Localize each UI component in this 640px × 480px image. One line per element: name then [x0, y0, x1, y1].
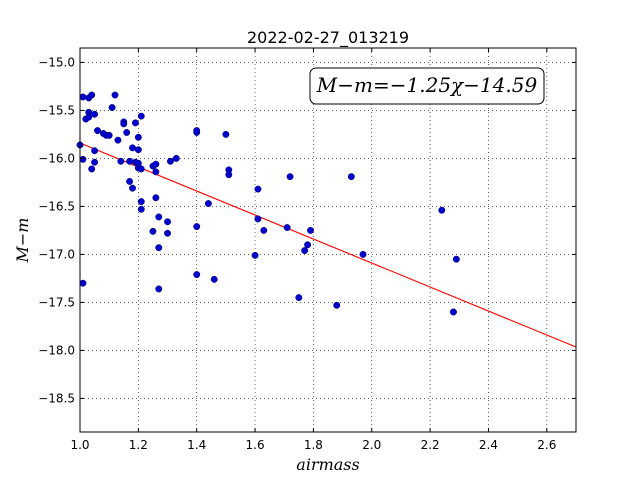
x-tick-label: 1.6 [246, 438, 265, 452]
fit-line [79, 142, 577, 348]
x-tick-label: 1.0 [70, 438, 89, 452]
data-point [129, 144, 136, 152]
data-point [193, 127, 201, 135]
data-point [123, 129, 131, 136]
data-point [137, 165, 145, 173]
data-point [164, 218, 171, 226]
data-point [137, 112, 145, 120]
data-points [76, 91, 460, 316]
data-point [286, 173, 294, 181]
y-tick-label: −16.5 [38, 199, 75, 213]
fit-line-group [79, 142, 577, 348]
data-point [152, 160, 160, 168]
data-point [172, 154, 180, 162]
y-tick-label: −17.5 [38, 295, 75, 309]
data-point [79, 93, 87, 101]
data-point [79, 279, 87, 287]
x-tick-label: 1.4 [187, 438, 206, 452]
data-point [111, 91, 119, 99]
data-point [88, 165, 96, 173]
data-point [137, 205, 145, 213]
data-point [251, 251, 259, 259]
data-point [155, 244, 163, 252]
data-point [94, 127, 101, 135]
data-point [91, 147, 99, 155]
x-tick-label: 2.6 [537, 438, 556, 452]
y-tick-label: −18.5 [38, 391, 75, 405]
data-point [134, 133, 142, 141]
data-point [301, 247, 309, 255]
data-point [131, 119, 139, 127]
x-tick-label: 1.2 [129, 438, 148, 452]
data-point [222, 130, 230, 138]
y-tick-label: −15.5 [38, 103, 75, 117]
data-point [152, 168, 160, 176]
data-point [295, 294, 303, 302]
data-point [254, 185, 262, 193]
data-point [134, 159, 142, 167]
y-axis-label: M−m [13, 218, 32, 264]
data-point [260, 226, 268, 234]
data-point [359, 250, 367, 258]
data-point [155, 285, 163, 293]
data-point [438, 206, 446, 214]
data-point [85, 113, 93, 121]
legend-box: M−m=−1.25χ−14.59 [309, 67, 545, 105]
data-point [91, 110, 99, 118]
data-point [155, 213, 163, 221]
grid-lines [80, 48, 576, 432]
data-point [79, 155, 87, 163]
axis-ticks: 1.0 1.2 1.4 1.6 1.8 2.0 2.2 2.4 2.6 −15.0 −15.5 −16… [38, 48, 576, 452]
data-point [117, 157, 125, 165]
fit-equation-label: M−m=−1.25χ−14.59 [316, 73, 538, 97]
data-point [204, 200, 212, 207]
x-tick-label: 2.2 [421, 438, 440, 452]
data-point [347, 173, 355, 181]
data-point [88, 91, 96, 99]
chart-title: 2022-02-27_013219 [247, 28, 409, 48]
data-point [304, 241, 312, 249]
data-point [126, 157, 134, 165]
data-point [193, 271, 201, 279]
data-point [333, 301, 341, 309]
data-point [137, 198, 145, 206]
data-point [134, 146, 142, 154]
y-tick-label: −15.0 [38, 55, 75, 69]
data-point [450, 308, 457, 316]
data-point [114, 136, 122, 144]
data-point [307, 226, 314, 234]
plot-area [80, 48, 576, 432]
data-point [105, 131, 113, 139]
data-point [152, 194, 160, 202]
data-point [193, 223, 201, 231]
data-point [129, 184, 136, 192]
data-point [283, 224, 291, 231]
data-point [108, 104, 116, 111]
data-point [149, 227, 157, 235]
data-point [254, 215, 262, 223]
data-point [164, 229, 171, 237]
y-tick-label: −18.0 [38, 343, 75, 357]
data-point [126, 177, 134, 185]
plot-frame [79, 47, 577, 433]
x-tick-label: 1.8 [304, 438, 323, 452]
x-tick-label: 2.4 [479, 438, 498, 452]
x-axis-label: airmass [296, 455, 359, 474]
data-point [452, 255, 460, 263]
y-tick-label: −16.0 [38, 151, 75, 165]
x-tick-label: 2.0 [362, 438, 381, 452]
data-point [166, 157, 174, 165]
data-point [225, 171, 233, 179]
data-point [91, 158, 99, 166]
data-point [120, 120, 128, 128]
data-point [210, 275, 218, 283]
legend-frame [309, 67, 545, 105]
y-tick-label: −17.0 [38, 247, 75, 261]
